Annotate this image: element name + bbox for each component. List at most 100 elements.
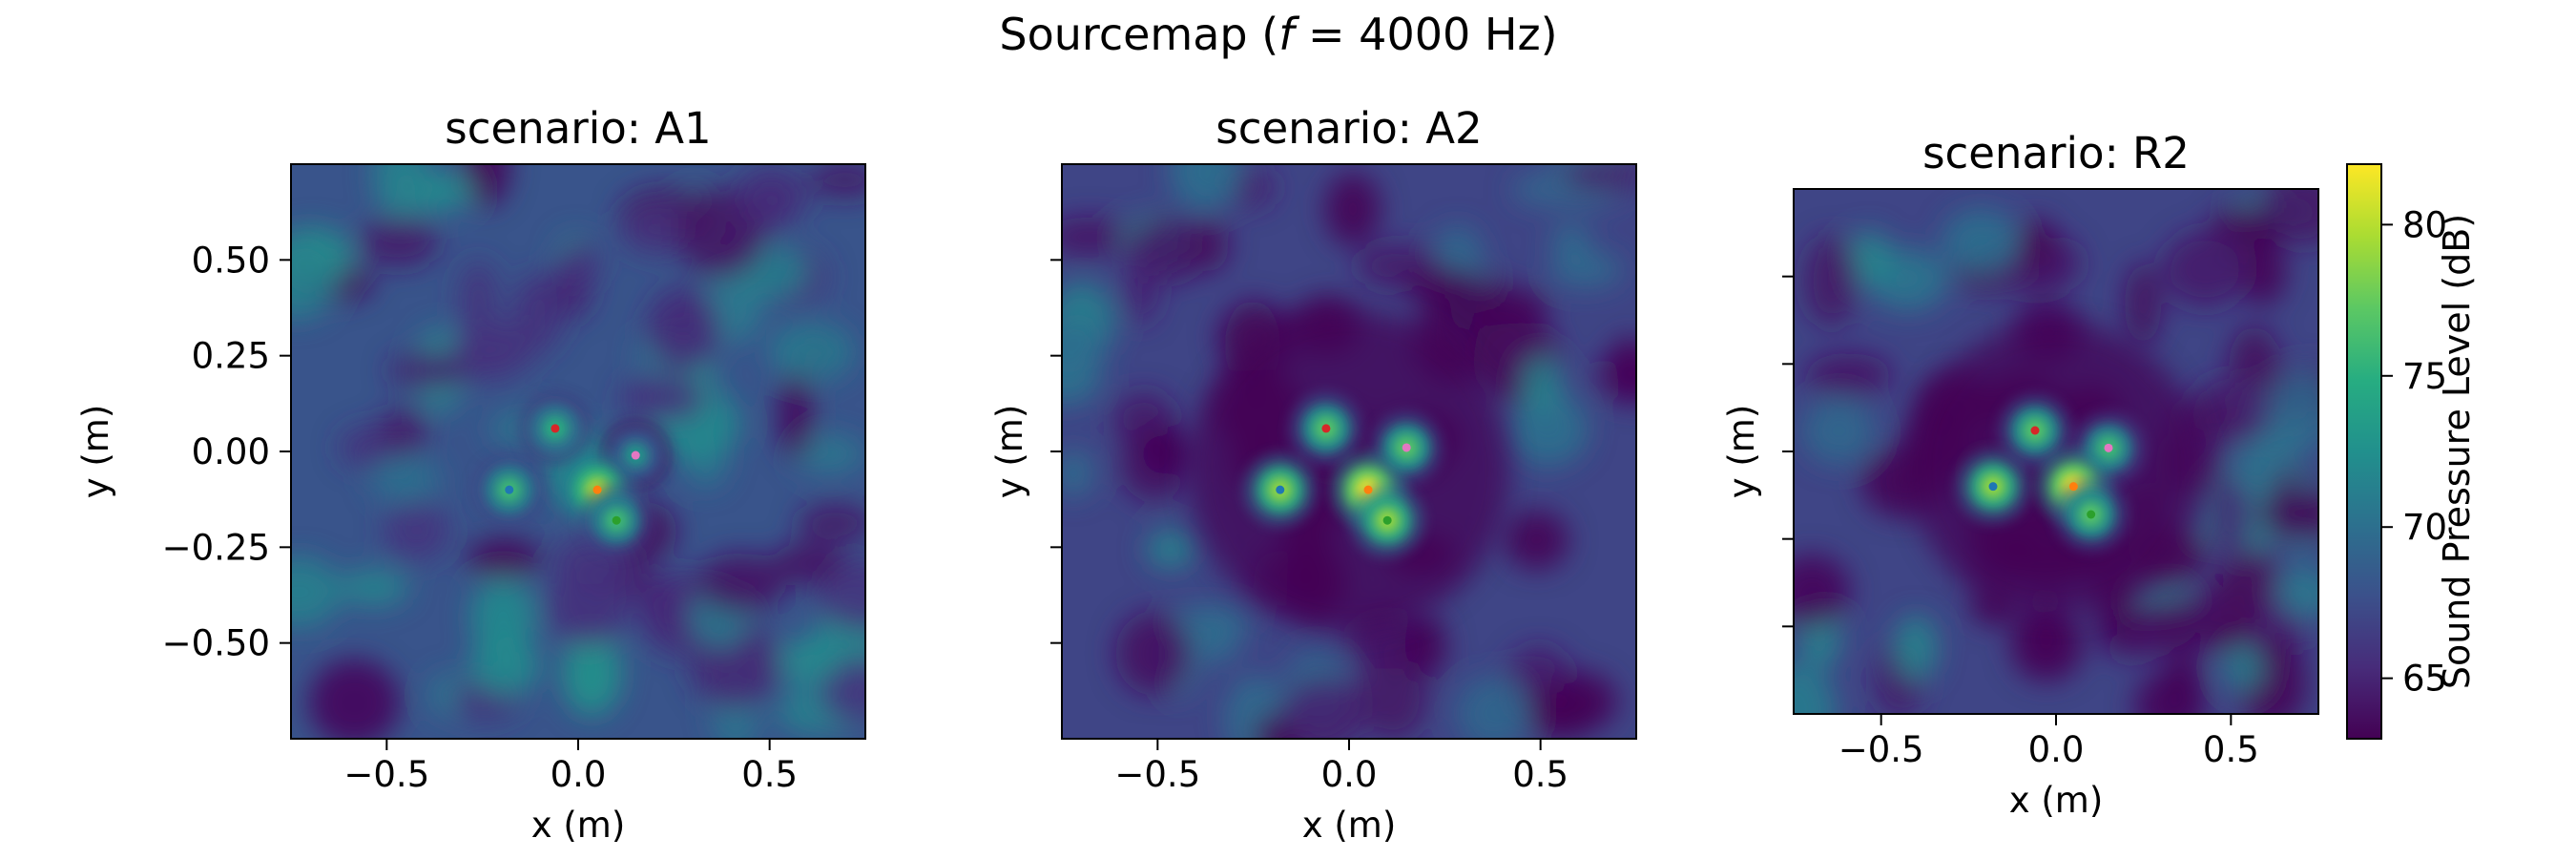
sidelobe-blob [1141, 425, 1188, 475]
sidelobe-blob [1062, 450, 1093, 497]
figure-title-suffix: = 4000 Hz) [1294, 9, 1557, 60]
y-tick-label: 0.25 [192, 336, 270, 377]
sidelobe-blob [647, 287, 719, 371]
source-marker [1363, 485, 1373, 494]
sidelobe-blob [769, 322, 854, 382]
heatmap-field [1062, 164, 1636, 739]
source-marker [551, 424, 560, 433]
sidelobe-blob [778, 372, 814, 459]
sidelobe-blob [1794, 663, 1837, 714]
sidelobe-blob [1507, 391, 1589, 467]
panel-title: scenario: A1 [445, 103, 711, 154]
x-tick-label: −0.5 [343, 754, 429, 795]
figure-title: Sourcemap (f = 4000 Hz) [999, 9, 1557, 60]
sidelobe-blob [2238, 235, 2287, 306]
sidelobe-blob [736, 166, 807, 226]
sidelobe-blob [1189, 618, 1241, 665]
sidelobe-blob [808, 164, 865, 199]
sidelobe-blob [2162, 230, 2250, 308]
sidelobe-blob [2009, 605, 2085, 682]
sidelobe-blob [561, 631, 622, 717]
colorbar-tick-label: 65 [2402, 659, 2447, 700]
y-axis-label: y (m) [1721, 405, 1762, 499]
source-marker [592, 485, 602, 494]
sidelobe-blob [1894, 614, 1939, 681]
sidelobe-blob [463, 164, 510, 207]
sidelobe-blob [378, 409, 429, 453]
sidelobe-blob [2276, 563, 2318, 617]
colorbar-label: Sound Pressure Level (dB) [2436, 214, 2478, 689]
sidelobe-blob [2222, 545, 2280, 616]
sidelobe-blob [1846, 231, 1892, 284]
sidelobe-blob [1324, 172, 1381, 246]
sidelobe-blob [2118, 601, 2197, 651]
sidelobe-blob [1549, 251, 1623, 288]
y-tick-label: 0.50 [192, 240, 270, 281]
y-tick-label: −0.25 [162, 527, 270, 568]
x-tick-label: 0.5 [2203, 729, 2259, 770]
sidelobe-blob [560, 240, 600, 287]
sidelobe-blob [467, 537, 542, 578]
sidelobe-blob [291, 556, 342, 628]
colorbar-scale [2346, 163, 2382, 740]
sidelobe-blob [369, 453, 441, 504]
colorbar-tick-label: 75 [2402, 356, 2447, 397]
x-axis-label: x (m) [2009, 780, 2104, 821]
sidelobe-blob [1560, 164, 1636, 192]
source-marker [505, 485, 514, 494]
sidelobe-blob [1606, 336, 1636, 406]
sidelobe-blob [2208, 475, 2252, 557]
x-tick-label: −0.5 [1114, 754, 1200, 795]
sidelobe-blob [383, 501, 450, 561]
sidelobe-blob [1804, 353, 1893, 396]
sidelobe-blob [388, 351, 472, 389]
colorbar-tick-label: 70 [2402, 507, 2447, 548]
sidelobe-blob [2222, 641, 2264, 692]
sidelobe-blob [620, 375, 707, 421]
x-axis-label: x (m) [531, 805, 626, 846]
sidelobe-blob [696, 553, 786, 614]
y-tick-label: −0.50 [162, 623, 270, 664]
sidelobe-blob [1522, 355, 1563, 412]
sidelobe-blob [1801, 397, 1876, 466]
sidelobe-blob [777, 638, 843, 681]
sidelobe-blob [1190, 218, 1230, 272]
source-marker [612, 515, 621, 525]
sidelobe-blob [1123, 243, 1159, 325]
x-axis-label: x (m) [1302, 805, 1397, 846]
heatmap-field [1794, 189, 2318, 714]
panel-scenario-r2: −0.5 0.0 0.5 scenario: R2 x (m) y (m) [1721, 128, 2319, 821]
sidelobe-blob [2258, 488, 2318, 540]
sidelobe-blob [1551, 221, 1591, 262]
sidelobe-blob [1145, 530, 1195, 569]
sidelobe-blob [358, 217, 439, 267]
source-marker [631, 450, 640, 460]
sidelobe-blob [2019, 217, 2057, 274]
sidelobe-blob [372, 164, 429, 220]
y-axis-label: y (m) [75, 405, 116, 499]
sidelobe-blob [1253, 714, 1293, 739]
colorbar-tick-label: 80 [2402, 204, 2447, 245]
sidelobe-blob [1804, 235, 1859, 327]
sidelobe-blob [2189, 589, 2234, 631]
sidelobe-blob [308, 658, 401, 739]
sidelobe-blob [1794, 554, 1851, 628]
source-marker [2030, 426, 2040, 435]
colorbar: 65 70 75 80 Sound Pressure Level (dB) [2346, 163, 2478, 740]
x-tick-label: 0.0 [551, 754, 607, 795]
x-tick-label: 0.0 [1321, 754, 1378, 795]
sidelobe-blob [1282, 680, 1368, 739]
panel-title: scenario: A2 [1215, 103, 1482, 154]
sidelobe-blob [469, 577, 537, 658]
x-tick-label: 0.5 [741, 754, 798, 795]
sidelobe-blob [1942, 208, 2020, 276]
sidelobe-blob [1456, 676, 1532, 739]
panel-scenario-a2: −0.5 0.0 0.5 scenario: A2 x (m) y (m) [989, 103, 1637, 846]
y-axis-label: y (m) [989, 405, 1030, 499]
source-marker [1321, 424, 1331, 433]
y-tick-label: 0.00 [192, 431, 270, 472]
source-marker [2068, 482, 2078, 492]
sidelobe-blob [291, 232, 338, 320]
sidelobe-blob [1504, 510, 1569, 571]
